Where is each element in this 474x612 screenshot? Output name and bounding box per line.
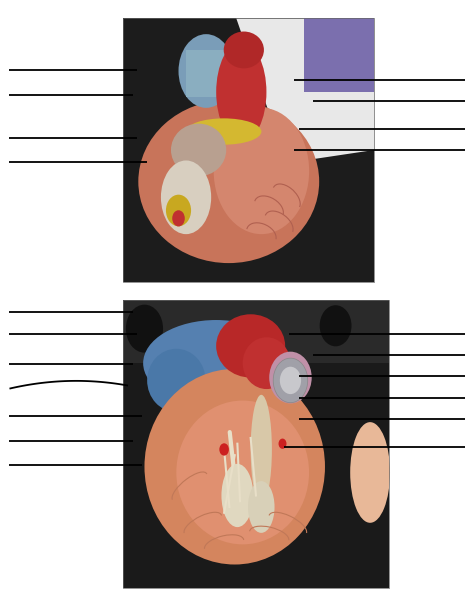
Bar	[123, 300, 389, 363]
Polygon shape	[236, 18, 374, 163]
Ellipse shape	[145, 369, 325, 564]
Ellipse shape	[243, 337, 291, 389]
Ellipse shape	[216, 42, 266, 142]
Ellipse shape	[171, 124, 226, 176]
Ellipse shape	[269, 352, 312, 403]
Bar	[186, 50, 231, 97]
Ellipse shape	[186, 118, 262, 144]
Ellipse shape	[214, 108, 309, 234]
Polygon shape	[304, 18, 374, 92]
Circle shape	[172, 211, 185, 226]
Ellipse shape	[251, 395, 272, 504]
Circle shape	[126, 305, 163, 353]
Circle shape	[280, 367, 301, 394]
Ellipse shape	[143, 320, 289, 406]
Ellipse shape	[176, 400, 309, 545]
Bar	[123, 300, 389, 588]
Bar	[123, 18, 374, 282]
Ellipse shape	[166, 195, 191, 226]
Ellipse shape	[138, 100, 319, 263]
Circle shape	[319, 305, 352, 346]
Circle shape	[279, 439, 286, 449]
Ellipse shape	[179, 34, 234, 108]
Ellipse shape	[161, 160, 211, 234]
Circle shape	[219, 443, 229, 455]
Ellipse shape	[350, 422, 390, 523]
FancyArrowPatch shape	[230, 432, 237, 498]
Circle shape	[273, 358, 308, 403]
Ellipse shape	[147, 349, 206, 412]
Ellipse shape	[216, 315, 285, 378]
Ellipse shape	[248, 481, 274, 533]
Bar	[123, 300, 389, 588]
Ellipse shape	[224, 31, 264, 69]
Bar	[123, 18, 374, 282]
Ellipse shape	[221, 464, 253, 527]
